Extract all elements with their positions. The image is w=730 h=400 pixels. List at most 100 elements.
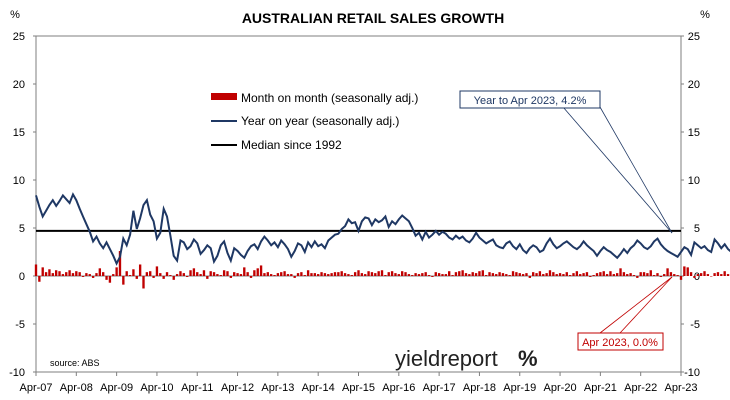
y-tick-label-left: -10 <box>9 367 25 379</box>
bar <box>216 274 219 276</box>
bar <box>696 274 699 276</box>
bar <box>276 273 280 276</box>
bar <box>149 271 152 276</box>
bar <box>505 274 508 276</box>
bar <box>152 276 155 278</box>
bar <box>226 271 229 276</box>
bar <box>542 274 545 276</box>
month-on-month-bars <box>34 251 730 289</box>
bar <box>256 268 259 276</box>
bar <box>726 274 730 276</box>
legend-label-median: Median since 1992 <box>241 138 342 152</box>
bar <box>568 275 572 276</box>
bar <box>259 265 263 276</box>
bar <box>206 276 209 279</box>
bar <box>283 271 286 276</box>
bar <box>397 274 400 276</box>
legend-swatch-month-on-month <box>211 93 237 100</box>
bar <box>145 272 149 276</box>
bar <box>266 272 269 276</box>
bar <box>343 273 347 276</box>
bar <box>246 272 249 276</box>
bar <box>125 271 128 276</box>
bar <box>320 272 323 276</box>
bar <box>209 271 212 276</box>
left-axis: -10 -5 0 5 10 15 20 25 <box>9 31 36 379</box>
bar <box>468 274 471 276</box>
bar <box>122 276 125 285</box>
bar <box>169 275 172 276</box>
y-tick-label-right: 10 <box>688 175 700 187</box>
bar <box>192 268 196 276</box>
bar <box>474 273 478 276</box>
bar <box>269 274 273 276</box>
bar <box>374 273 377 276</box>
bar <box>699 273 703 276</box>
chart-title: AUSTRALIAN RETAIL SALES GROWTH <box>242 10 504 26</box>
bar <box>484 275 488 276</box>
bar <box>286 274 290 276</box>
legend-label-year-on-year: Year on year (seasonally adj.) <box>241 114 399 128</box>
bar <box>572 273 575 276</box>
bar <box>337 272 340 276</box>
annotation-text: Year to Apr 2023, 4.2% <box>474 95 587 107</box>
bar <box>713 273 716 276</box>
bar <box>515 272 518 276</box>
bar <box>162 276 165 279</box>
bar <box>595 273 599 276</box>
bar <box>679 276 683 280</box>
x-axis: Apr-07 Apr-08 Apr-09 Apr-10 Apr-11 Apr-12 Apr-… <box>19 372 698 394</box>
bar <box>706 274 710 276</box>
y-tick-label-right: 25 <box>688 31 700 43</box>
bar <box>85 273 88 276</box>
bar <box>535 273 538 276</box>
bar <box>639 272 642 276</box>
bar <box>683 266 686 276</box>
bar <box>589 276 592 277</box>
bar <box>185 276 189 277</box>
x-tick-label: Apr-17 <box>423 382 456 394</box>
bar <box>300 272 303 276</box>
bar <box>58 271 61 276</box>
bar <box>360 273 364 276</box>
bar <box>424 272 427 276</box>
bar <box>579 274 582 276</box>
bar <box>632 275 636 276</box>
year-on-year-line <box>35 192 730 266</box>
x-tick-label: Apr-07 <box>19 382 52 394</box>
bar <box>303 275 306 276</box>
bar <box>615 273 619 276</box>
bar <box>686 267 689 276</box>
source-note: source: ABS <box>50 358 100 368</box>
bar <box>71 273 75 276</box>
bar <box>723 271 726 276</box>
bar <box>333 272 337 276</box>
bar <box>290 274 293 276</box>
x-tick-label: Apr-11 <box>181 382 213 394</box>
bar <box>229 276 233 278</box>
bar <box>330 273 333 276</box>
bar <box>434 272 437 276</box>
bar <box>340 271 343 276</box>
bar <box>253 270 256 276</box>
y-tick-label-right: 15 <box>688 127 700 139</box>
bar <box>280 272 283 276</box>
bar <box>189 270 192 276</box>
annotation-leader-line <box>619 276 673 334</box>
bar <box>236 273 239 276</box>
y-tick-label-left: 5 <box>19 223 25 235</box>
bar <box>636 276 639 278</box>
bar <box>498 272 501 276</box>
annotation-box <box>577 332 664 351</box>
bar <box>703 271 706 276</box>
bar <box>387 272 390 276</box>
bar <box>612 274 615 276</box>
bar <box>65 272 68 276</box>
bar <box>323 273 327 276</box>
bar <box>538 271 542 276</box>
right-axis: -10 -5 0 5 10 15 20 25 <box>681 31 700 379</box>
bar <box>441 274 444 276</box>
x-tick-label: Apr-18 <box>463 382 496 394</box>
x-tick-label: Apr-09 <box>100 382 133 394</box>
x-tick-label: Apr-08 <box>60 382 93 394</box>
